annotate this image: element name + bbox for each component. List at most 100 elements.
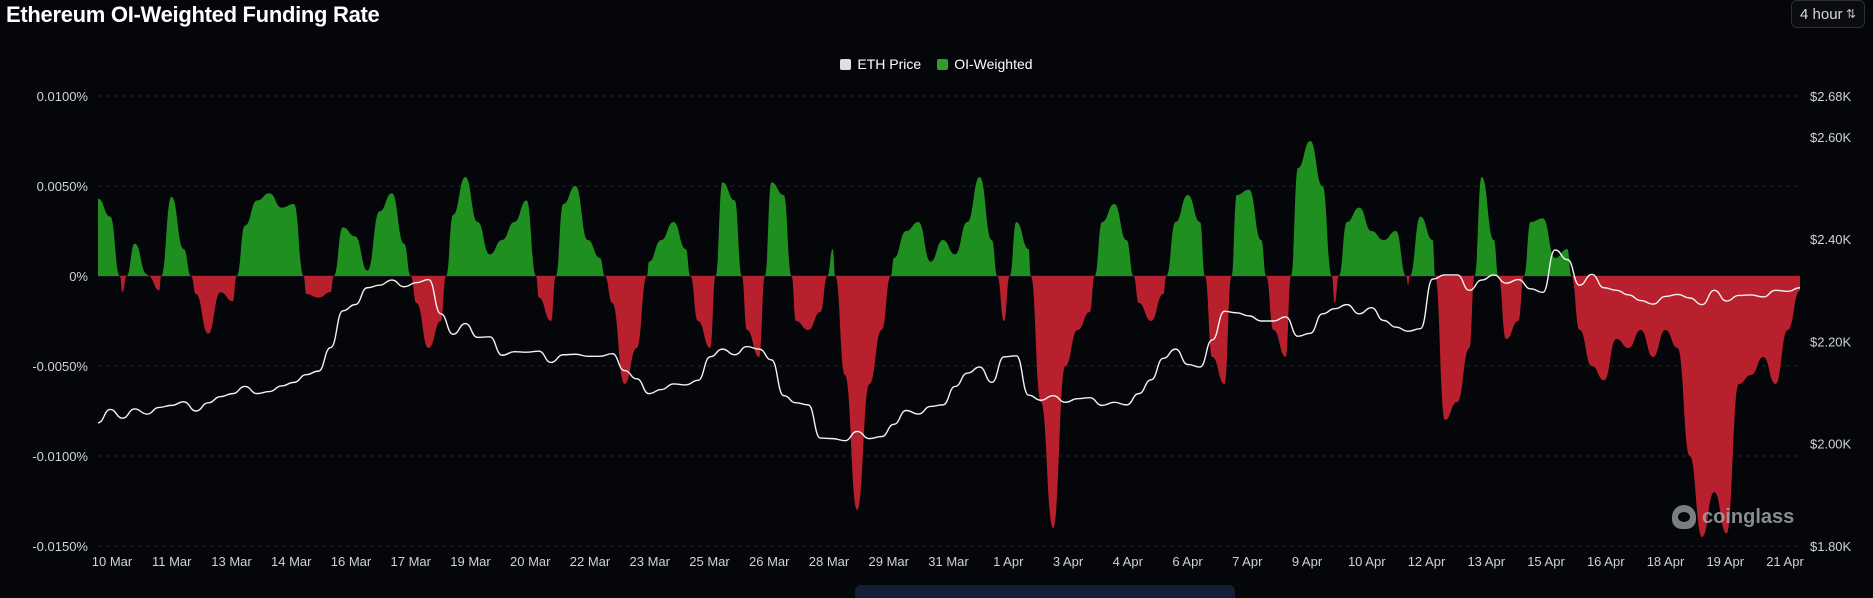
funding-positive-area — [827, 249, 836, 276]
funding-positive-area — [890, 177, 998, 276]
funding-negative-area — [410, 276, 447, 348]
x-tick-label: 16 Mar — [331, 554, 372, 569]
x-tick-label: 28 Mar — [809, 554, 850, 569]
funding-negative-area — [835, 276, 891, 510]
x-tick-label: 16 Apr — [1587, 554, 1625, 569]
funding-positive-area — [764, 182, 792, 276]
x-tick-label: 17 Mar — [391, 554, 432, 569]
funding-positive-area — [1523, 218, 1572, 276]
x-tick-label: 18 Apr — [1647, 554, 1685, 569]
range-navigator[interactable] — [855, 585, 1235, 598]
x-tick-label: 14 Mar — [271, 554, 312, 569]
y-right-tick-label: $2.68K — [1810, 89, 1852, 104]
x-tick-label: 22 Mar — [570, 554, 611, 569]
funding-negative-area — [741, 276, 765, 357]
y-right-tick-label: $2.40K — [1810, 232, 1852, 247]
funding-negative-area — [536, 276, 556, 321]
eth-price-line — [97, 249, 1801, 442]
x-tick-label: 10 Mar — [92, 554, 133, 569]
x-tick-label: 7 Apr — [1232, 554, 1263, 569]
legend-label-oi-weighted: OI-Weighted — [954, 56, 1033, 72]
x-tick-label: 11 Mar — [152, 554, 192, 569]
x-tick-label: 9 Apr — [1292, 554, 1323, 569]
funding-negative-area — [191, 276, 237, 334]
funding-negative-area — [1435, 276, 1475, 420]
legend-item-eth-price[interactable]: ETH Price — [840, 56, 921, 72]
y-left-tick-label: 0% — [69, 269, 88, 284]
funding-positive-area — [646, 222, 691, 276]
funding-negative-area — [148, 276, 162, 291]
y-left-tick-label: -0.0050% — [32, 359, 88, 374]
funding-positive-area — [1409, 216, 1436, 276]
funding-positive-area — [126, 243, 149, 276]
page-title: Ethereum OI-Weighted Funding Rate — [6, 2, 380, 27]
legend-swatch-oi-weighted — [937, 58, 949, 70]
funding-negative-area — [690, 276, 716, 348]
x-tick-label: 6 Apr — [1172, 554, 1203, 569]
x-tick-label: 21 Apr — [1766, 554, 1804, 569]
x-tick-label: 19 Apr — [1706, 554, 1744, 569]
y-left-tick-label: 0.0100% — [37, 89, 89, 104]
x-tick-label: 19 Mar — [450, 554, 491, 569]
x-tick-label: 4 Apr — [1113, 554, 1144, 569]
funding-positive-area — [446, 177, 537, 276]
chevron-updown-icon: ⇅ — [1845, 7, 1856, 21]
y-right-tick-label: $2.00K — [1810, 437, 1852, 452]
x-tick-label: 10 Apr — [1348, 554, 1386, 569]
funding-positive-area — [1338, 207, 1407, 276]
funding-positive-area — [333, 193, 411, 276]
funding-positive-area — [1474, 177, 1499, 276]
funding-negative-area — [604, 276, 647, 384]
x-tick-label: 26 Mar — [749, 554, 790, 569]
legend-item-oi-weighted[interactable]: OI-Weighted — [937, 56, 1033, 72]
funding-positive-area — [1290, 141, 1332, 276]
funding-positive-area — [161, 196, 192, 276]
x-tick-label: 12 Apr — [1408, 554, 1446, 569]
funding-negative-area — [791, 276, 828, 330]
legend-label-eth-price: ETH Price — [857, 56, 922, 72]
x-tick-label: 31 Mar — [928, 554, 969, 569]
coinglass-logo-icon — [1672, 505, 1696, 529]
coinglass-watermark: coinglass — [1672, 505, 1794, 529]
funding-negative-area — [1266, 276, 1291, 357]
funding-negative-area — [1204, 276, 1232, 384]
funding-positive-area — [236, 193, 304, 276]
y-left-tick-label: -0.0100% — [32, 449, 88, 464]
funding-negative-area — [303, 276, 334, 298]
funding-negative-area — [119, 276, 127, 293]
funding-positive-area — [1166, 195, 1205, 276]
funding-negative-area — [1133, 276, 1167, 321]
x-tick-label: 13 Apr — [1467, 554, 1505, 569]
x-tick-label: 13 Mar — [211, 554, 252, 569]
y-right-tick-label: $2.60K — [1810, 130, 1852, 145]
x-tick-label: 15 Apr — [1527, 554, 1565, 569]
y-left-tick-label: -0.0150% — [32, 539, 88, 554]
y-left-tick-label: 0.0050% — [37, 179, 89, 194]
funding-negative-area — [1571, 276, 1800, 537]
funding-negative-area — [997, 276, 1010, 321]
x-tick-label: 25 Mar — [689, 554, 730, 569]
funding-positive-area — [1231, 189, 1267, 276]
x-tick-label: 1 Apr — [993, 554, 1024, 569]
watermark-text: coinglass — [1702, 505, 1795, 528]
funding-negative-area — [1030, 276, 1095, 528]
interval-select[interactable]: 4 hour ⇅ — [1791, 0, 1865, 28]
legend-swatch-eth-price — [840, 58, 852, 70]
x-tick-label: 3 Apr — [1053, 554, 1084, 569]
interval-value: 4 hour — [1800, 5, 1843, 23]
funding-positive-area — [715, 182, 742, 276]
funding-positive-area — [98, 198, 120, 276]
funding-negative-area — [1498, 276, 1524, 339]
y-right-tick-label: $2.20K — [1810, 334, 1852, 349]
x-tick-label: 29 Mar — [869, 554, 910, 569]
y-right-tick-label: $1.80K — [1810, 539, 1852, 554]
x-tick-label: 23 Mar — [630, 554, 671, 569]
chart-legend: ETH Price OI-Weighted — [0, 56, 1873, 72]
funding-negative-area — [1331, 276, 1339, 303]
funding-positive-area — [1009, 222, 1031, 276]
funding-positive-area — [1094, 204, 1134, 276]
funding-positive-area — [555, 186, 605, 276]
funding-negative-area — [1406, 276, 1410, 285]
x-tick-label: 20 Mar — [510, 554, 551, 569]
